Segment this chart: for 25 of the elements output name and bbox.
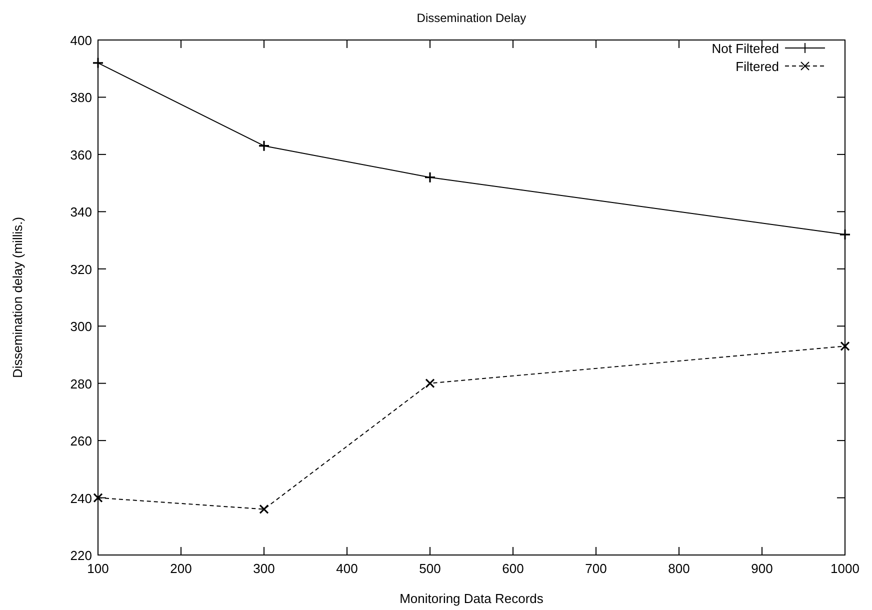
x-tick-label: 900 — [751, 561, 773, 576]
y-tick-label: 380 — [70, 90, 92, 106]
x-tick-label: 1000 — [830, 561, 860, 576]
chart-title: Dissemination Delay — [416, 11, 526, 25]
x-axis-title: Monitoring Data Records — [400, 591, 544, 606]
x-tick-label: 400 — [336, 561, 358, 576]
x-tick-label: 600 — [502, 561, 524, 576]
y-tick-label: 320 — [70, 262, 92, 277]
x-tick-label: 100 — [87, 561, 109, 576]
x-tick-label: 500 — [419, 561, 441, 576]
y-axis-title: Dissemination delay (millis.) — [10, 216, 25, 378]
y-tick-label: 260 — [70, 434, 92, 449]
y-tick-label: 360 — [70, 147, 92, 162]
y-tick-label: 340 — [70, 204, 92, 220]
y-tick-label: 280 — [70, 376, 92, 392]
x-tick-label: 800 — [668, 561, 690, 576]
legend-label: Filtered — [736, 59, 779, 74]
x-tick-label: 200 — [170, 561, 192, 576]
y-tick-label: 300 — [70, 319, 92, 334]
y-tick-label: 400 — [70, 33, 92, 48]
legend-label: Not Filtered — [712, 41, 779, 56]
y-tick-label: 220 — [70, 548, 92, 563]
y-tick-label: 240 — [70, 490, 92, 506]
x-tick-label: 300 — [253, 561, 275, 576]
x-tick-label: 700 — [585, 561, 607, 576]
